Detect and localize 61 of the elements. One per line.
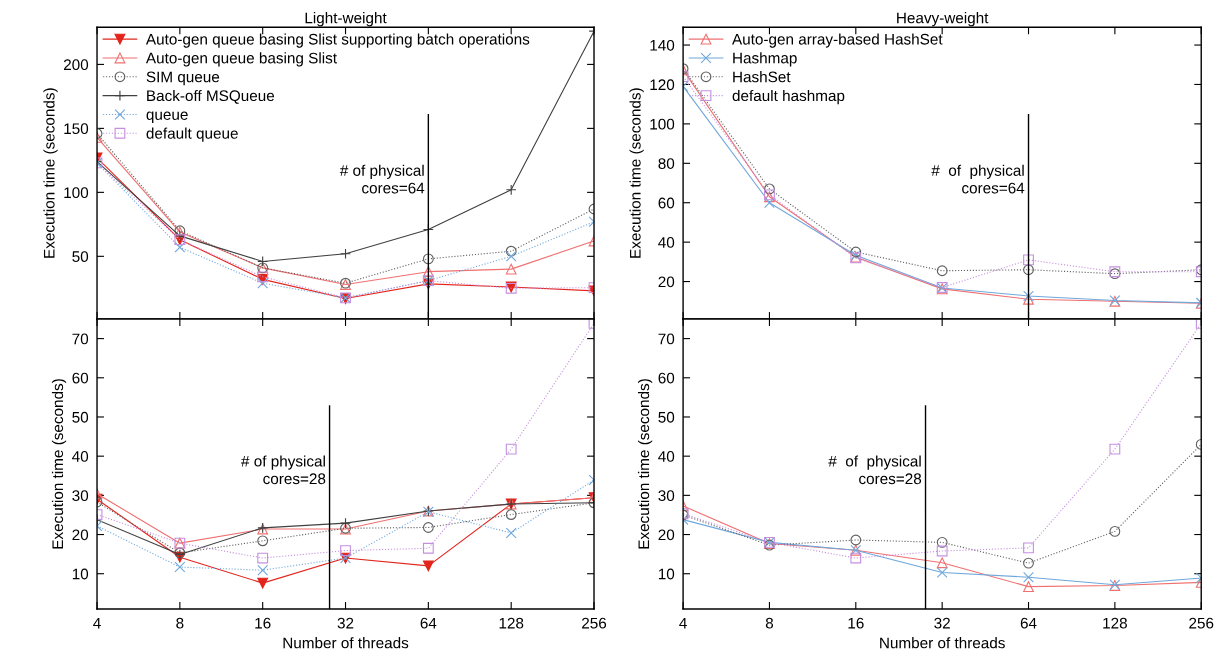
y-tick-label: 50 bbox=[72, 411, 89, 423]
y-tick-label: 20 bbox=[72, 529, 89, 541]
x-tick-label: 128 bbox=[1103, 617, 1127, 629]
chart-title: Heavy-weight bbox=[897, 12, 989, 27]
legend-label: Auto-gen queue basing Slist supporting batch operations bbox=[145, 33, 530, 48]
legend-label: default hashmap bbox=[732, 89, 845, 105]
x-tick-label: 16 bbox=[848, 617, 864, 629]
y-axis-title: Execution time (seconds) bbox=[629, 88, 644, 258]
x-tick-label: 32 bbox=[337, 617, 354, 629]
x-tick-label: 8 bbox=[765, 617, 774, 629]
y-tick-label: 70 bbox=[72, 333, 89, 345]
y-tick-label: 40 bbox=[72, 451, 89, 462]
y-axis-title: Execution time (seconds) bbox=[43, 88, 58, 258]
legend-label: queue bbox=[146, 111, 188, 123]
y-tick-label: 140 bbox=[650, 39, 675, 51]
legend-label: Hashmap bbox=[733, 52, 797, 67]
y-tick-label: 80 bbox=[658, 158, 675, 169]
y-tick-label: 60 bbox=[658, 372, 675, 384]
y-tick-label: 20 bbox=[658, 529, 675, 541]
legend-label: HashSet bbox=[733, 71, 791, 83]
chart-title: Light-weight bbox=[305, 12, 387, 27]
legend-label: default queue bbox=[146, 127, 238, 142]
x-tick-label: 32 bbox=[934, 617, 950, 629]
x-tick-label: 16 bbox=[255, 617, 271, 629]
x-tick-label: 256 bbox=[1189, 617, 1214, 629]
y-axis-title: Execution time (seconds) bbox=[51, 379, 67, 549]
x-tick-label: 8 bbox=[176, 617, 184, 629]
annotation: # of physical cores=28 bbox=[241, 455, 326, 485]
y-tick-label: 30 bbox=[72, 490, 89, 502]
x-axis-title: Number of threads bbox=[283, 637, 409, 649]
y-tick-label: 40 bbox=[658, 237, 675, 248]
x-tick-label: 4 bbox=[679, 617, 687, 629]
y-tick-label: 60 bbox=[72, 372, 89, 384]
y-tick-label: 10 bbox=[72, 568, 89, 580]
y-tick-label: 50 bbox=[658, 411, 675, 423]
x-axis-title: Number of threads bbox=[880, 637, 1005, 649]
y-tick-label: 70 bbox=[658, 333, 675, 345]
legend-label: Auto-gen queue basing Slist bbox=[145, 52, 337, 67]
annotation: # of physical cores=64 bbox=[339, 164, 425, 194]
legend-label: Auto-gen array-based HashSet bbox=[732, 33, 943, 48]
x-tick-label: 4 bbox=[93, 617, 101, 629]
y-tick-label: 10 bbox=[658, 568, 675, 580]
y-tick-label: 100 bbox=[64, 187, 89, 199]
legend-label: SIM queue bbox=[146, 71, 220, 86]
y-tick-label: 150 bbox=[64, 123, 89, 135]
x-tick-label: 64 bbox=[1020, 617, 1037, 629]
y-tick-label: 120 bbox=[650, 79, 675, 91]
x-tick-label: 64 bbox=[420, 617, 437, 629]
y-axis-title: Execution time (seconds) bbox=[637, 379, 653, 549]
y-tick-label: 30 bbox=[658, 490, 675, 502]
y-tick-label: 40 bbox=[658, 451, 675, 462]
y-tick-label: 60 bbox=[658, 197, 675, 209]
y-tick-label: 50 bbox=[72, 251, 89, 263]
x-tick-label: 256 bbox=[582, 617, 607, 629]
y-tick-label: 200 bbox=[63, 59, 89, 71]
x-tick-label: 128 bbox=[499, 617, 524, 629]
legend-label: Back-off MSQueue bbox=[147, 89, 275, 104]
annotation: # of physical cores=64 bbox=[931, 164, 1025, 194]
y-tick-label: 100 bbox=[650, 118, 675, 130]
annotation: # of physical cores=28 bbox=[828, 455, 922, 485]
y-tick-label: 20 bbox=[658, 276, 675, 288]
